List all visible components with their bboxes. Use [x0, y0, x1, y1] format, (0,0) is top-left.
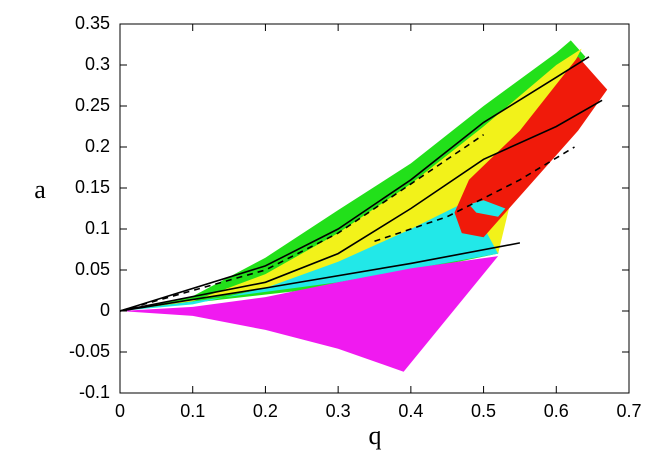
y-tick-label: -0.1	[79, 382, 110, 402]
x-tick-label: 0.4	[398, 401, 423, 421]
curve	[119, 99, 603, 312]
x-axis-label: q	[369, 421, 382, 450]
curve	[374, 146, 575, 243]
curve	[119, 56, 590, 312]
y-tick-label: 0.3	[85, 54, 110, 74]
x-tick-label: 0.6	[544, 401, 569, 421]
x-tick-label: 0.3	[326, 401, 351, 421]
y-tick-label: 0.15	[75, 177, 110, 197]
y-tick-label: -0.05	[69, 341, 110, 361]
y-tick-label: 0.05	[75, 259, 110, 279]
region	[454, 56, 608, 238]
x-tick-label: 0.2	[253, 401, 278, 421]
region	[469, 200, 506, 217]
y-tick-label: 0.2	[85, 136, 110, 156]
region	[120, 256, 499, 372]
y-tick-label: 0.1	[85, 218, 110, 238]
plot-frame	[119, 23, 630, 394]
x-tick-label: 0	[115, 401, 125, 421]
x-tick-label: 0.1	[180, 401, 205, 421]
y-tick-label: 0.25	[75, 95, 110, 115]
y-tick-label: 0	[100, 300, 110, 320]
x-tick-label: 0.7	[616, 401, 641, 421]
curve	[119, 134, 485, 312]
curve	[119, 242, 521, 312]
y-tick-label: 0.35	[75, 13, 110, 33]
x-tick-label: 0.5	[471, 401, 496, 421]
y-axis-label: a	[34, 175, 46, 204]
